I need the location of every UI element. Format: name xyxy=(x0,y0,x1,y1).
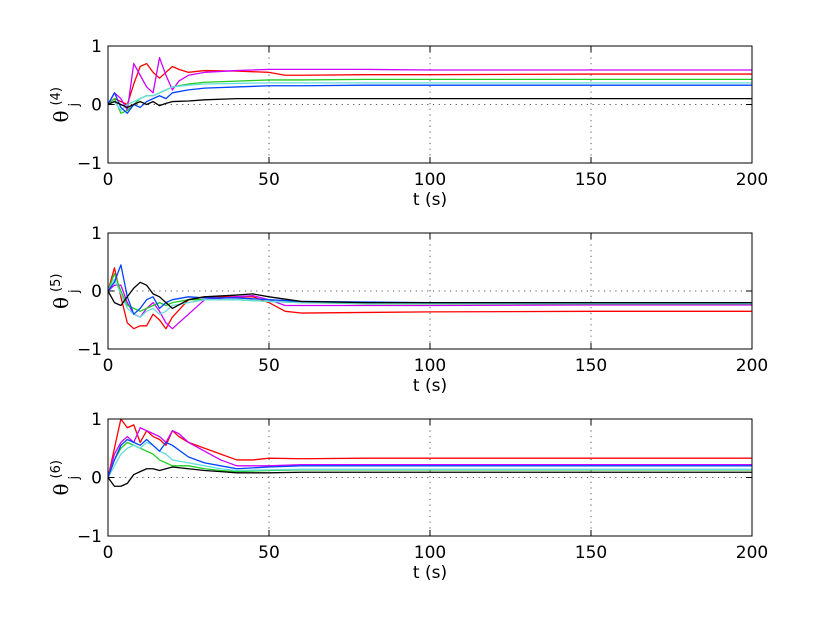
series-line-magenta xyxy=(108,427,752,478)
y-axis-label-superscript: (5) xyxy=(49,274,64,292)
y-tick-label: −1 xyxy=(77,527,102,547)
series-group xyxy=(108,419,752,487)
y-tick-label: 0 xyxy=(91,469,102,489)
x-tick-label: 200 xyxy=(736,170,768,190)
series-line-blue xyxy=(108,84,752,114)
series-line-red xyxy=(108,419,752,478)
y-axis-label-superscript: (4) xyxy=(49,87,64,105)
y-tick-label: −1 xyxy=(77,154,102,174)
x-tick-label: 50 xyxy=(258,170,280,190)
x-axis-label: t (s) xyxy=(413,190,447,210)
series-line-blue xyxy=(108,438,752,478)
series-group xyxy=(108,264,752,330)
x-tick-label: 200 xyxy=(736,543,768,563)
y-tick-label: 1 xyxy=(91,224,102,244)
series-line-magenta xyxy=(108,284,752,330)
series-line-red xyxy=(108,62,752,106)
x-tick-label: 150 xyxy=(575,543,607,563)
series-line-black xyxy=(108,281,752,310)
y-tick-label: −1 xyxy=(77,340,102,360)
series-group xyxy=(108,57,752,114)
y-tick-label: 1 xyxy=(91,410,102,430)
series-line-black xyxy=(108,466,752,487)
y-tick-label: 0 xyxy=(91,282,102,302)
y-axis-label-subscript: j xyxy=(67,289,82,294)
x-tick-label: 200 xyxy=(736,356,768,376)
x-tick-label: 100 xyxy=(414,170,446,190)
y-tick-label: 0 xyxy=(91,96,102,116)
y-axis-label-symbol: θ xyxy=(49,110,73,122)
x-tick-label: 150 xyxy=(575,356,607,376)
series-line-blue xyxy=(108,264,752,315)
series-line-cyan xyxy=(108,278,752,318)
x-tick-label: 0 xyxy=(103,356,114,376)
x-tick-label: 0 xyxy=(103,170,114,190)
y-axis-label-subscript: j xyxy=(67,476,82,481)
series-line-cyan xyxy=(108,441,752,478)
y-axis-label-superscript: (6) xyxy=(49,460,64,478)
x-tick-label: 150 xyxy=(575,170,607,190)
y-axis-label-symbol: θ xyxy=(49,297,73,309)
series-line-magenta xyxy=(108,57,752,111)
y-tick-label: 1 xyxy=(91,37,102,57)
x-tick-label: 100 xyxy=(414,543,446,563)
y-axis-label-symbol: θ xyxy=(49,483,73,495)
x-axis-label: t (s) xyxy=(413,376,447,396)
x-tick-label: 0 xyxy=(103,543,114,563)
series-line-black xyxy=(108,98,752,109)
x-tick-label: 50 xyxy=(258,543,280,563)
y-axis-label: θj(6) xyxy=(49,460,82,495)
x-tick-label: 50 xyxy=(258,356,280,376)
x-tick-label: 100 xyxy=(414,356,446,376)
y-axis-label-subscript: j xyxy=(67,103,82,108)
y-axis-label: θj(5) xyxy=(49,274,82,309)
series-line-cyan xyxy=(108,82,752,111)
series-line-red xyxy=(108,267,752,330)
x-axis-label: t (s) xyxy=(413,563,447,583)
y-axis-label: θj(4) xyxy=(49,87,82,122)
